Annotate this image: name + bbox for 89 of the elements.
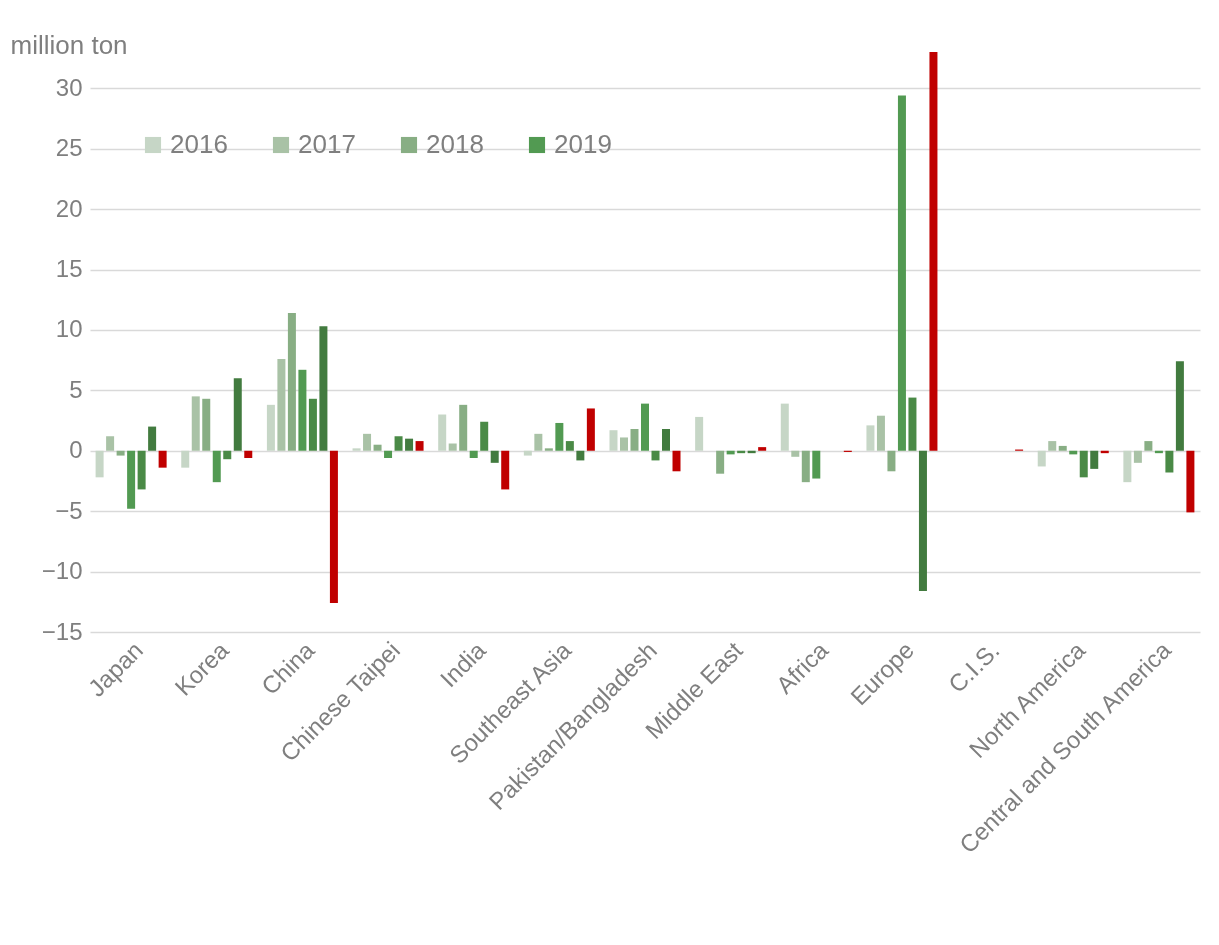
bar [363, 433, 372, 451]
bar [148, 426, 157, 451]
legend-label: 2017 [298, 129, 356, 159]
bar [181, 450, 190, 468]
y-tick-label: 30 [55, 73, 83, 101]
legend-label: 2016 [170, 129, 228, 159]
bar [405, 438, 414, 451]
bar [1037, 450, 1046, 467]
bar [277, 358, 286, 451]
bar [1079, 450, 1088, 478]
legend-label: 2019 [554, 129, 612, 159]
bar [459, 404, 468, 451]
bar [116, 450, 125, 456]
bar [95, 450, 104, 478]
bar [641, 403, 649, 451]
bar [415, 441, 424, 451]
bar [1175, 361, 1184, 451]
bar [544, 448, 553, 451]
bar [876, 415, 885, 451]
y-tick-label: 15 [55, 255, 83, 282]
bar [1144, 441, 1153, 451]
bar [394, 436, 403, 451]
bar [480, 421, 489, 451]
bar [812, 450, 821, 479]
bar [866, 425, 875, 451]
bar [1186, 450, 1195, 513]
legend-label: 2018 [426, 129, 484, 159]
bar [801, 450, 810, 483]
bar [619, 437, 628, 451]
bar [266, 404, 275, 451]
bar [244, 450, 253, 458]
bar [918, 450, 927, 591]
y-tick-label: −15 [41, 617, 83, 645]
bar [158, 450, 167, 468]
bar [319, 326, 328, 451]
bar [758, 447, 767, 451]
bar [630, 429, 639, 451]
y-tick-label: −5 [55, 496, 83, 524]
bar [565, 441, 574, 451]
bar [908, 397, 917, 451]
y-tick-label: −10 [41, 557, 83, 585]
bar [609, 430, 618, 451]
bar [523, 450, 532, 456]
bar [137, 450, 146, 490]
bar [1048, 441, 1057, 451]
y-axis-title: million ton [10, 29, 128, 60]
bar [651, 450, 660, 461]
y-tick-label: 10 [55, 315, 83, 343]
bar [887, 450, 896, 472]
bar [929, 52, 938, 451]
bar [576, 450, 585, 461]
bar [202, 398, 211, 451]
bar [1165, 450, 1174, 473]
bar [662, 429, 671, 451]
y-tick-label: 0 [69, 436, 83, 464]
bar [233, 378, 242, 451]
bar [780, 403, 789, 451]
bar [501, 450, 510, 490]
bar [716, 450, 725, 474]
bar [384, 450, 393, 458]
bar [1090, 450, 1099, 469]
bar [469, 450, 478, 458]
bar [329, 450, 338, 603]
bar [352, 448, 361, 451]
bar [287, 313, 296, 451]
bar [106, 436, 115, 451]
bar [490, 450, 499, 463]
bar [373, 444, 382, 451]
bar [127, 450, 136, 509]
bar [1133, 450, 1142, 463]
bar [695, 416, 704, 451]
bar [448, 443, 457, 451]
bar [438, 414, 447, 451]
y-tick-label: 5 [69, 375, 83, 403]
bar [534, 433, 543, 451]
bar [212, 450, 221, 483]
bar [1058, 445, 1067, 451]
bar [298, 369, 307, 451]
bar [555, 422, 564, 451]
bar [308, 398, 317, 451]
bar [223, 450, 232, 460]
bar [1123, 450, 1132, 483]
bar [897, 95, 906, 451]
bar [791, 450, 800, 457]
bar [191, 396, 200, 451]
y-tick-label: 25 [55, 134, 83, 162]
bar [586, 408, 595, 451]
bar [672, 450, 681, 472]
y-tick-label: 20 [55, 194, 83, 222]
